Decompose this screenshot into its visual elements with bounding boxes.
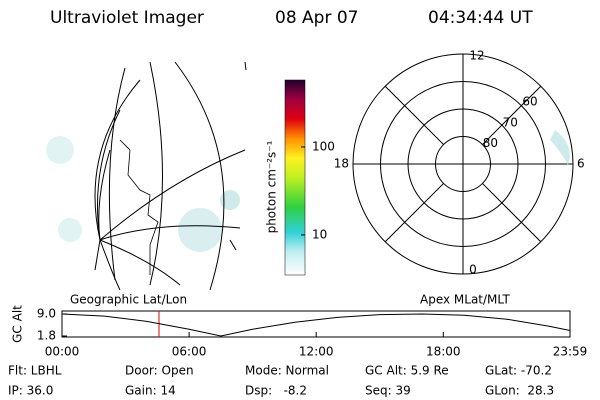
diag-line: [482, 85, 542, 145]
info-field: GLon: 28.3: [485, 384, 554, 398]
colorbar-tick-label: 10: [312, 227, 327, 241]
instrument: Ultraviolet Imager: [50, 8, 204, 28]
x-tick-label: 18:00: [426, 345, 461, 359]
polar-label: Apex MLat/MLT: [420, 293, 510, 307]
diag-line: [482, 183, 542, 243]
date: 08 Apr 07: [275, 8, 358, 28]
mlt-label: 18: [334, 157, 349, 171]
x-tick-label: 12:00: [299, 345, 334, 359]
info-field: GC Alt: 5.9 Re: [365, 364, 449, 378]
info-field: GLat: -70.2: [485, 364, 552, 378]
info-field: IP: 36.0: [8, 384, 53, 398]
aurora-patch: [550, 130, 570, 165]
mlt-label: 12: [469, 49, 484, 63]
info-field: Door: Open: [125, 364, 194, 378]
x-tick-label: 00:00: [45, 345, 80, 359]
diag-line: [384, 85, 444, 145]
info-field: Gain: 14: [125, 384, 176, 398]
lat-label: 70: [503, 115, 518, 129]
mlt-label: 6: [577, 157, 585, 171]
colorbar-tick-label: 100: [312, 139, 335, 153]
colorbar: photon cm⁻²s⁻¹: [265, 79, 306, 276]
x-tick-label: 23:59: [553, 345, 588, 359]
info-field: Seq: 39: [365, 384, 411, 398]
info-field: Dsp: -8.2: [245, 384, 307, 398]
info-field: Flt: LBHL: [8, 364, 62, 378]
series-line: [61, 313, 571, 337]
colorbar-scale: [284, 79, 306, 276]
diag-line: [384, 183, 444, 243]
colorbar-label: photon cm⁻²s⁻¹: [265, 140, 279, 233]
time: 04:34:44 UT: [428, 8, 533, 28]
y-tick-label: 9.0: [37, 307, 56, 321]
lat-label: 80: [483, 136, 498, 150]
mlt-label: 0: [469, 263, 477, 277]
geographic-map: [46, 61, 247, 291]
y-tick-label: 1.8: [37, 329, 56, 343]
y-axis-label: GC Alt: [11, 305, 25, 343]
map-label: Geographic Lat/Lon: [70, 293, 187, 307]
lat-label: 60: [522, 95, 537, 109]
x-tick-label: 06:00: [172, 345, 207, 359]
info-field: Mode: Normal: [245, 364, 329, 378]
